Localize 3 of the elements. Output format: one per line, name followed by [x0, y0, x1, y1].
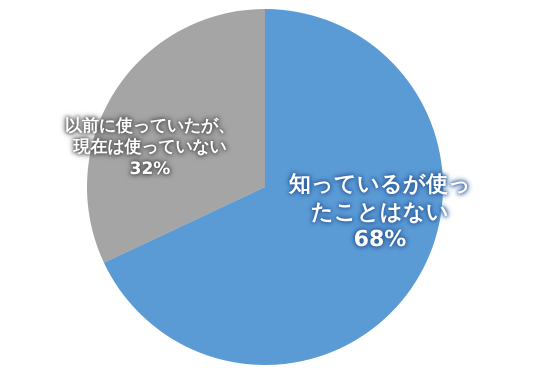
data-label: 68%	[352, 226, 408, 254]
data-label: 32%	[128, 158, 172, 180]
slice-label: 以前に使っていたが、現在は使っていない	[62, 116, 236, 159]
